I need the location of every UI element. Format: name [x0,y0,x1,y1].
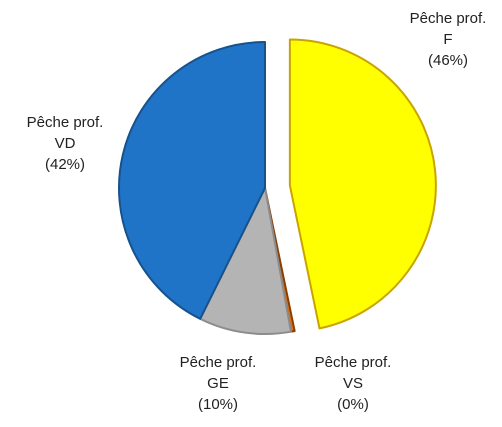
slice-name: Pêche prof. F [409,10,487,48]
pie-slice [199,187,292,335]
pie-slice [288,38,437,330]
slice-name: Pêche prof. GE [179,354,257,392]
slice-value: (42%) [44,156,85,173]
slice-label: Pêche prof. F (46%) [405,8,491,71]
slice-name: Pêche prof. VD [26,114,104,152]
slice-value: (46%) [427,52,468,69]
slice-value: (0%) [337,396,369,413]
slice-value: (10%) [197,396,238,413]
slice-label: Pêche prof. VD (42%) [22,112,108,175]
pie-slice [118,41,266,320]
slice-label: Pêche prof. GE (10%) [175,352,261,415]
slice-label: Pêche prof. VS (0%) [310,352,396,415]
slice-name: Pêche prof. VS [314,354,392,392]
